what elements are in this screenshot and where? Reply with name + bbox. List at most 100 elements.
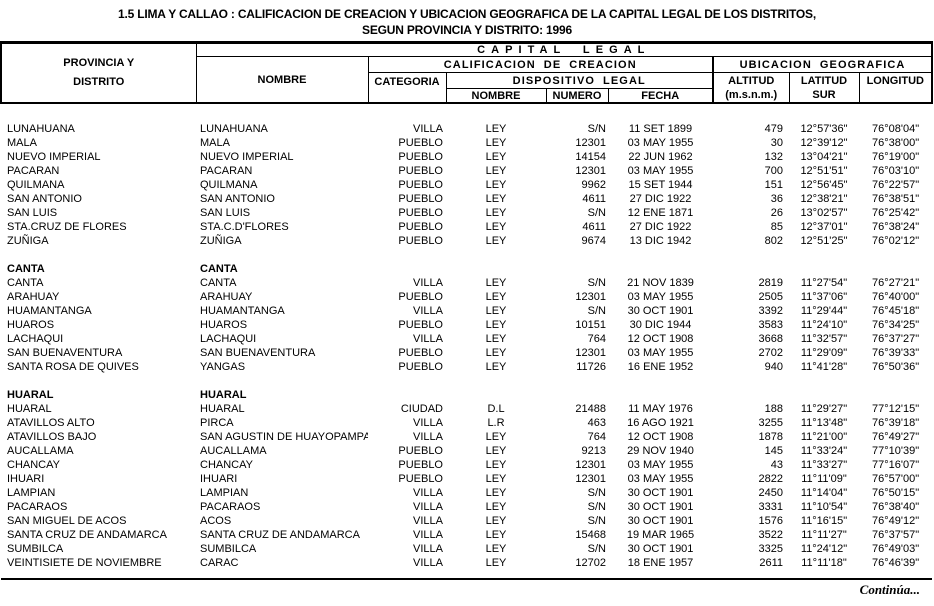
cell-disp: LEY — [485, 235, 507, 247]
table-row: ATAVILLOS ALTO PIRCA VILLA L.R 463 16 AGO 192… — [1, 416, 932, 430]
cell-fecha: 12 OCT 1908 — [627, 333, 694, 345]
cell-longitud: 76°40'00" — [871, 291, 920, 303]
cell-fecha: 03 MAY 1955 — [627, 291, 694, 303]
cell-disp: LEY — [485, 333, 507, 345]
cell-numero: S/N — [587, 123, 606, 135]
cell-distrito: HUARAL — [7, 389, 54, 401]
cell-nombre: ARAHUAY — [200, 291, 253, 303]
cell-categoria: VILLA — [413, 123, 443, 135]
cell-nombre: SAN AGUSTIN DE HUAYOPAMPA — [200, 431, 368, 443]
cell-longitud — [859, 388, 932, 402]
cell-distrito: LACHAQUI — [7, 333, 64, 345]
cell-disp: LEY — [485, 207, 507, 219]
cell-altitud: 2822 — [758, 473, 783, 485]
cell-disp: LEY — [485, 151, 507, 163]
cell-numero: 9962 — [581, 179, 606, 191]
cell-fecha: 30 OCT 1901 — [627, 487, 694, 499]
table-row: HUAMANTANGA HUAMANTANGA VILLA LEY S/N 30 OCT … — [1, 304, 932, 318]
cell-categoria: VILLA — [413, 277, 443, 289]
cell-numero: S/N — [587, 543, 606, 555]
cell-latitud: 11°41'28" — [800, 361, 848, 373]
cell-disp — [446, 262, 546, 276]
cell-fecha: 30 DIC 1944 — [629, 319, 692, 331]
table-row: AUCALLAMA AUCALLAMA PUEBLO LEY 9213 29 NOV 19… — [1, 444, 932, 458]
cell-numero: S/N — [587, 277, 606, 289]
cell-numero: 21488 — [575, 403, 606, 415]
cell-categoria: PUEBLO — [398, 165, 443, 177]
table-row: ARAHUAY ARAHUAY PUEBLO LEY 12301 03 MAY 1955 2… — [1, 290, 932, 304]
cell-numero: 764 — [587, 333, 606, 345]
cell-numero: 9674 — [581, 235, 606, 247]
cell-nombre: NUEVO IMPERIAL — [200, 151, 294, 163]
cell-categoria: PUEBLO — [398, 193, 443, 205]
col-header-disp-numero: NUMERO — [545, 88, 609, 104]
cell-numero: 4611 — [582, 221, 606, 233]
cell-numero: 12702 — [575, 557, 606, 569]
cell-longitud: 76°49'03" — [871, 543, 920, 555]
cell-distrito: CANTA — [7, 277, 44, 289]
cell-longitud: 76°27'21" — [871, 277, 920, 289]
cell-categoria: VILLA — [413, 487, 443, 499]
cell-latitud: 11°24'12" — [800, 543, 848, 555]
cell-fecha: 27 DIC 1922 — [629, 193, 692, 205]
table-row: LACHAQUI LACHAQUI VILLA LEY 764 12 OCT 1908 36… — [1, 332, 932, 346]
cell-longitud: 76°34'25" — [871, 319, 920, 331]
cell-latitud: 11°11'18" — [801, 557, 847, 569]
cell-distrito: ZUÑIGA — [7, 235, 49, 247]
cell-categoria: VILLA — [413, 557, 443, 569]
col-header-nombre: NOMBRE — [195, 56, 369, 104]
cell-latitud: 11°21'00" — [800, 431, 848, 443]
cell-fecha: 03 MAY 1955 — [627, 473, 694, 485]
cell-distrito: PACARAN — [7, 165, 60, 177]
cell-longitud: 76°19'00" — [871, 151, 920, 163]
cell-numero: 12301 — [575, 473, 606, 485]
cell-fecha: 11 SET 1899 — [628, 123, 693, 135]
cell-disp: LEY — [485, 543, 507, 555]
cell-latitud: 11°24'10" — [800, 319, 848, 331]
cell-fecha: 30 OCT 1901 — [627, 305, 694, 317]
cell-altitud: 2450 — [758, 487, 783, 499]
table-row: IHUARI IHUARI PUEBLO LEY 12301 03 MAY 1955 282… — [1, 472, 932, 486]
cell-nombre: MALA — [200, 137, 230, 149]
cell-longitud: 76°46'39" — [871, 557, 920, 569]
table-header: PROVINCIA Y DISTRITO CAPITAL LEGAL NOMBR… — [0, 42, 933, 104]
table-row: CANTA CANTA VILLA LEY S/N 21 NOV 1839 2819 11°2… — [1, 276, 932, 290]
cell-distrito: SANTA CRUZ DE ANDAMARCA — [7, 529, 167, 541]
cell-fecha: 15 SET 1944 — [628, 179, 693, 191]
table-row: HUARAL HUARAL CIUDAD D.L 21488 11 MAY 1976 188… — [1, 402, 932, 416]
cell-fecha: 30 OCT 1901 — [627, 543, 694, 555]
cell-altitud: 1576 — [758, 515, 783, 527]
cell-latitud: 11°32'57" — [800, 333, 848, 345]
latitud-line2: SUR — [812, 89, 836, 101]
cell-distrito: NUEVO IMPERIAL — [7, 151, 101, 163]
cell-categoria: PUEBLO — [398, 179, 443, 191]
table-row: CHANCAY CHANCAY PUEBLO LEY 12301 03 MAY 1955 4… — [1, 458, 932, 472]
cell-latitud: 11°14'04" — [800, 487, 848, 499]
cell-fecha: 30 OCT 1901 — [627, 515, 694, 527]
table-row: SAN MIGUEL DE ACOS ACOS VILLA LEY S/N 30 OCT … — [1, 514, 932, 528]
cell-nombre: SAN LUIS — [200, 207, 251, 219]
cell-numero: 12301 — [575, 291, 606, 303]
cell-categoria: PUEBLO — [398, 459, 443, 471]
cell-longitud: 77°10'39" — [871, 445, 920, 457]
continuation-note: Continúa... — [859, 582, 920, 597]
table-row: HUAROS HUAROS PUEBLO LEY 10151 30 DIC 1944 358… — [1, 318, 932, 332]
province-header-row: HUARAL HUARAL — [1, 388, 932, 402]
cell-disp: LEY — [485, 193, 507, 205]
cell-fecha: 29 NOV 1940 — [627, 445, 694, 457]
cell-distrito: ARAHUAY — [7, 291, 60, 303]
cell-fecha: 12 ENE 1871 — [627, 207, 694, 219]
cell-longitud: 76°50'15" — [871, 487, 920, 499]
cell-fecha: 16 ENE 1952 — [627, 361, 694, 373]
cell-distrito: STA.CRUZ DE FLORES — [7, 221, 127, 233]
provincia-line1: PROVINCIA Y — [63, 57, 135, 69]
cell-altitud: 2611 — [759, 557, 783, 569]
cell-latitud: 11°29'27" — [800, 403, 848, 415]
cell-nombre: PIRCA — [200, 417, 234, 429]
cell-longitud: 76°02'12" — [871, 235, 920, 247]
table-row: ATAVILLOS BAJO SAN AGUSTIN DE HUAYOPAMPA V… — [1, 430, 932, 444]
cell-nombre: PACARAN — [200, 165, 253, 177]
cell-nombre: CANTA — [200, 263, 238, 275]
cell-distrito: SAN ANTONIO — [7, 193, 82, 205]
cell-longitud: 76°45'18" — [871, 305, 920, 317]
